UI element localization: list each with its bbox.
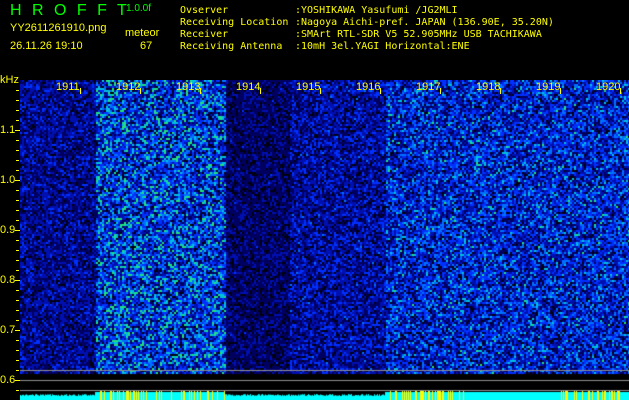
y-tick-label: 1.0 xyxy=(0,174,16,186)
x-tick-mark xyxy=(380,88,381,94)
info-value-receiver: :SMArt RTL-SDR V5 52.905MHz USB TACHIKAW… xyxy=(295,29,542,40)
x-tick-mark xyxy=(320,88,321,94)
info-value-observer: :YOSHIKAWA Yasufumi /JG2MLI xyxy=(295,5,458,16)
x-tick-mark xyxy=(260,88,261,94)
y-tick-mark xyxy=(16,340,19,341)
x-tick-label: 1916 xyxy=(356,81,381,93)
x-tick-label: 1919 xyxy=(536,81,561,93)
app-title: H R O F F T xyxy=(10,2,130,19)
x-tick-mark xyxy=(440,88,441,94)
x-tick-label: 1917 xyxy=(416,81,441,93)
y-tick-mark xyxy=(16,320,19,321)
x-tick-mark xyxy=(620,88,621,94)
datetime: 26.11.26 19:10 xyxy=(10,40,83,52)
y-tick-mark xyxy=(16,160,19,161)
y-tick-mark xyxy=(16,200,19,201)
info-label-antenna: Receiving Antenna xyxy=(180,41,283,52)
y-tick-label: 0.9 xyxy=(0,224,16,236)
version-label: 1.0.0f xyxy=(126,3,152,14)
x-tick-label: 1918 xyxy=(476,81,501,93)
y-tick-mark xyxy=(16,350,19,351)
y-tick-mark xyxy=(16,90,19,91)
y-tick-label: 0.6 xyxy=(0,374,16,386)
info-value-antenna: :10mH 3el.YAGI Horizontal:ENE xyxy=(295,41,470,52)
x-tick-label: 1915 xyxy=(296,81,321,93)
y-tick-mark xyxy=(16,110,19,111)
y-tick-mark xyxy=(16,150,19,151)
y-tick-mark xyxy=(16,310,19,311)
y-tick-mark xyxy=(15,280,20,281)
y-tick-mark xyxy=(16,240,19,241)
y-tick-mark xyxy=(16,220,19,221)
meteor-label: meteor xyxy=(125,27,160,39)
x-tick-mark xyxy=(200,88,201,94)
info-label-observer: Ovserver xyxy=(180,5,229,16)
y-tick-mark xyxy=(15,130,20,131)
y-tick-mark xyxy=(16,170,19,171)
filename: YY2611261910.png xyxy=(10,22,107,34)
x-tick-label: 1911 xyxy=(56,81,80,93)
y-tick-mark xyxy=(15,380,20,381)
spectrogram xyxy=(20,80,629,400)
x-tick-mark xyxy=(80,88,81,94)
y-tick-label: 0.8 xyxy=(0,274,16,286)
x-tick-label: 1914 xyxy=(236,81,261,93)
y-tick-mark xyxy=(16,210,19,211)
info-value-location: :Nagoya Aichi-pref. JAPAN (136.90E, 35.2… xyxy=(295,17,554,28)
y-tick-label: 0.7 xyxy=(0,324,16,336)
y-tick-mark xyxy=(16,300,19,301)
x-tick-label: 1913 xyxy=(176,81,201,93)
y-tick-mark xyxy=(15,330,20,331)
y-tick-mark xyxy=(16,290,19,291)
y-tick-mark xyxy=(16,190,19,191)
info-label-receiver: Receiver xyxy=(180,29,229,40)
x-tick-label: 1912 xyxy=(116,81,141,93)
y-tick-mark xyxy=(16,120,19,121)
x-tick-label: 1920 xyxy=(596,81,621,93)
info-label-location: Receiving Location xyxy=(180,17,289,28)
y-tick-mark xyxy=(16,100,19,101)
x-tick-mark xyxy=(500,88,501,94)
x-tick-mark xyxy=(560,88,561,94)
y-tick-mark xyxy=(15,180,20,181)
y-tick-mark xyxy=(16,370,19,371)
y-axis-unit: kHz xyxy=(0,74,19,86)
y-tick-mark xyxy=(16,270,19,271)
y-tick-mark xyxy=(16,390,19,391)
y-tick-mark xyxy=(16,260,19,261)
x-tick-mark xyxy=(140,88,141,94)
y-tick-mark xyxy=(15,230,20,231)
y-tick-mark xyxy=(16,360,19,361)
y-tick-mark xyxy=(16,250,19,251)
y-tick-mark xyxy=(16,140,19,141)
meteor-count: 67 xyxy=(140,40,153,52)
y-tick-label: 1.1 xyxy=(0,124,16,136)
